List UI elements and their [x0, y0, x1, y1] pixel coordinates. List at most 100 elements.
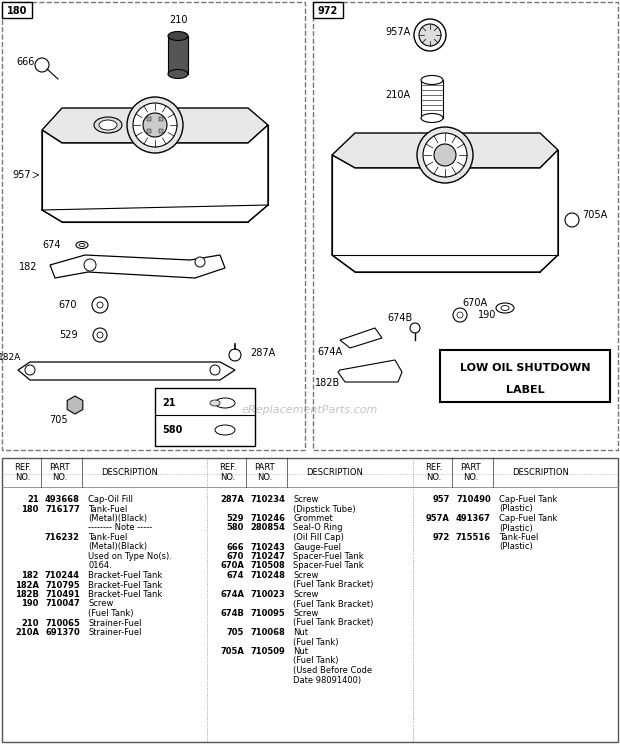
Circle shape — [143, 113, 167, 137]
Text: Cap-Oil Fill: Cap-Oil Fill — [88, 495, 133, 504]
Text: 493668: 493668 — [45, 495, 80, 504]
Text: 957: 957 — [12, 170, 32, 180]
Text: 180: 180 — [22, 504, 39, 513]
Text: 710795: 710795 — [45, 580, 80, 589]
Text: PART
NO.: PART NO. — [460, 463, 481, 482]
Bar — [168, 36, 188, 74]
Text: Cap-Fuel Tank: Cap-Fuel Tank — [499, 514, 557, 523]
Text: 182B: 182B — [316, 378, 340, 388]
Bar — [159, 118, 162, 121]
Text: Gauge-Fuel: Gauge-Fuel — [293, 542, 342, 551]
Text: Tank-Fuel: Tank-Fuel — [499, 533, 538, 542]
Text: 529: 529 — [226, 514, 244, 523]
Circle shape — [565, 213, 579, 227]
Bar — [148, 118, 151, 121]
Bar — [2, 2, 305, 450]
Circle shape — [419, 24, 441, 46]
Text: (Fuel Tank): (Fuel Tank) — [88, 609, 133, 618]
Text: 674A: 674A — [317, 347, 343, 357]
Text: 705A: 705A — [220, 647, 244, 656]
Bar — [0, 0, 620, 455]
Ellipse shape — [215, 425, 235, 435]
Text: 210A: 210A — [15, 628, 39, 637]
Ellipse shape — [76, 242, 88, 248]
Text: Strainer-Fuel: Strainer-Fuel — [88, 618, 141, 627]
Text: 972: 972 — [433, 533, 450, 542]
Text: REF.
NO.: REF. NO. — [14, 463, 31, 482]
Polygon shape — [42, 125, 268, 222]
Text: 666: 666 — [226, 542, 244, 551]
Polygon shape — [332, 133, 558, 168]
Text: 210: 210 — [169, 15, 187, 25]
Ellipse shape — [168, 69, 188, 79]
Circle shape — [457, 312, 463, 318]
Text: 670A: 670A — [463, 298, 487, 308]
Bar — [159, 129, 162, 132]
Text: 182A: 182A — [0, 353, 22, 362]
Text: 710247: 710247 — [250, 552, 285, 561]
Bar — [421, 80, 443, 118]
Bar — [313, 2, 618, 450]
Text: 287A: 287A — [250, 348, 275, 358]
Text: (Plastic): (Plastic) — [499, 542, 533, 551]
Text: Seal-O Ring: Seal-O Ring — [293, 524, 343, 533]
Text: Screw: Screw — [293, 609, 319, 618]
Text: Screw: Screw — [293, 495, 319, 504]
Text: (Metal)(Black): (Metal)(Black) — [88, 542, 147, 551]
Circle shape — [210, 365, 220, 375]
Text: 705: 705 — [227, 628, 244, 637]
Text: 0164.: 0164. — [88, 562, 112, 571]
Text: 710490: 710490 — [456, 495, 491, 504]
Text: 21: 21 — [27, 495, 39, 504]
Text: 710246: 710246 — [250, 514, 285, 523]
Bar — [2, 2, 32, 18]
Circle shape — [417, 127, 473, 183]
Polygon shape — [18, 362, 235, 380]
Text: 710491: 710491 — [45, 590, 80, 599]
Circle shape — [434, 144, 456, 166]
Circle shape — [97, 332, 103, 338]
Text: 580: 580 — [227, 524, 244, 533]
Text: (Oil Fill Cap): (Oil Fill Cap) — [293, 533, 344, 542]
Text: 957A: 957A — [386, 27, 410, 37]
Text: Bracket-Fuel Tank: Bracket-Fuel Tank — [88, 571, 162, 580]
Text: Strainer-Fuel: Strainer-Fuel — [88, 628, 141, 637]
Text: (Fuel Tank Bracket): (Fuel Tank Bracket) — [293, 618, 374, 627]
Bar — [2, 458, 618, 742]
Ellipse shape — [210, 400, 220, 406]
Text: DESCRIPTION: DESCRIPTION — [306, 468, 363, 477]
Text: 670: 670 — [59, 300, 78, 310]
Text: 710509: 710509 — [250, 647, 285, 656]
Text: -------- Note -----: -------- Note ----- — [88, 524, 153, 533]
Bar — [148, 129, 151, 132]
Circle shape — [229, 349, 241, 361]
Ellipse shape — [94, 117, 122, 133]
Text: 674: 674 — [43, 240, 61, 250]
Text: 710065: 710065 — [45, 618, 80, 627]
Ellipse shape — [501, 306, 509, 310]
Ellipse shape — [215, 398, 235, 408]
Text: 710244: 710244 — [45, 571, 80, 580]
Text: 691370: 691370 — [45, 628, 80, 637]
Text: (Plastic): (Plastic) — [499, 524, 533, 533]
Polygon shape — [42, 108, 268, 143]
Text: 180: 180 — [7, 6, 27, 16]
Bar — [440, 350, 610, 402]
Circle shape — [410, 323, 420, 333]
Text: 190: 190 — [478, 310, 497, 320]
Text: (Fuel Tank Bracket): (Fuel Tank Bracket) — [293, 580, 374, 589]
Text: Spacer-Fuel Tank: Spacer-Fuel Tank — [293, 552, 364, 561]
Bar — [0, 0, 620, 455]
Ellipse shape — [421, 114, 443, 123]
Bar — [155, 388, 255, 446]
Text: LOW OIL SHUTDOWN: LOW OIL SHUTDOWN — [460, 363, 590, 373]
Ellipse shape — [496, 303, 514, 313]
Text: 957: 957 — [433, 495, 450, 504]
Text: (Used Before Code: (Used Before Code — [293, 666, 373, 675]
Text: (Fuel Tank): (Fuel Tank) — [293, 638, 339, 647]
Text: 674A: 674A — [220, 590, 244, 599]
Text: Bracket-Fuel Tank: Bracket-Fuel Tank — [88, 590, 162, 599]
Ellipse shape — [79, 243, 85, 246]
Text: Tank-Fuel: Tank-Fuel — [88, 533, 128, 542]
Text: 715516: 715516 — [456, 533, 491, 542]
